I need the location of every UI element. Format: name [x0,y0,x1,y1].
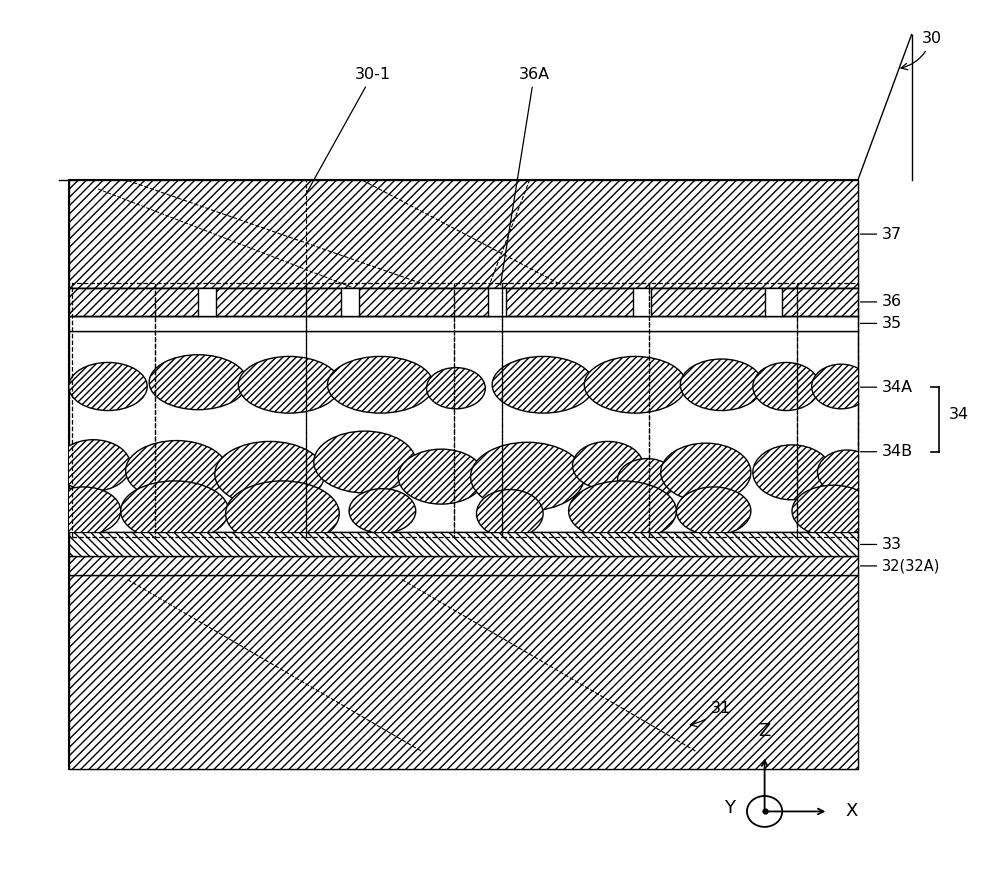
Ellipse shape [492,357,594,413]
Ellipse shape [121,481,229,541]
Bar [488,287,506,316]
Ellipse shape [149,355,247,410]
Text: 36: 36 [860,294,902,309]
Ellipse shape [56,440,131,491]
Text: 34A: 34A [860,379,913,395]
Ellipse shape [680,359,763,411]
Ellipse shape [314,431,416,493]
Ellipse shape [215,442,325,506]
Text: 30: 30 [901,32,942,70]
Text: 34B: 34B [860,444,913,459]
Text: X: X [846,802,858,821]
Text: 37: 37 [860,227,902,242]
Bar [198,287,216,316]
Bar [69,180,858,287]
Ellipse shape [753,445,831,500]
Ellipse shape [349,489,416,533]
Ellipse shape [753,363,819,411]
Ellipse shape [818,450,876,495]
Ellipse shape [426,368,485,409]
Bar [69,180,858,768]
Text: 36A: 36A [500,67,550,285]
Bar [69,331,858,533]
Ellipse shape [69,363,147,411]
Bar [454,284,502,537]
Ellipse shape [46,487,121,535]
Bar [69,576,858,768]
Bar [72,284,155,537]
Ellipse shape [226,481,339,546]
Ellipse shape [584,357,686,413]
Ellipse shape [471,442,584,511]
Ellipse shape [126,441,228,501]
Text: Y: Y [724,799,735,817]
Bar [341,287,359,316]
Text: Z: Z [758,722,771,740]
Bar [69,533,858,556]
Bar [155,284,306,537]
Text: 31: 31 [690,701,731,726]
Bar [633,287,651,316]
Ellipse shape [618,459,676,500]
Text: 30-1: 30-1 [305,67,391,195]
Bar [69,556,858,576]
Ellipse shape [812,364,870,409]
Ellipse shape [328,357,433,413]
Bar [649,284,797,537]
Text: 32(32A): 32(32A) [860,558,941,574]
Ellipse shape [398,449,484,504]
Text: 35: 35 [860,316,902,331]
Bar [797,284,858,537]
Ellipse shape [573,442,643,490]
Ellipse shape [792,485,874,537]
Text: 33: 33 [860,537,902,552]
Bar [765,287,782,316]
Bar [502,284,649,537]
Ellipse shape [238,357,340,413]
Ellipse shape [569,481,676,541]
Ellipse shape [476,490,543,538]
Ellipse shape [661,443,751,502]
Ellipse shape [676,487,751,535]
Bar [69,287,858,316]
Bar [69,316,858,331]
Text: 34: 34 [949,406,969,422]
Bar [306,284,454,537]
